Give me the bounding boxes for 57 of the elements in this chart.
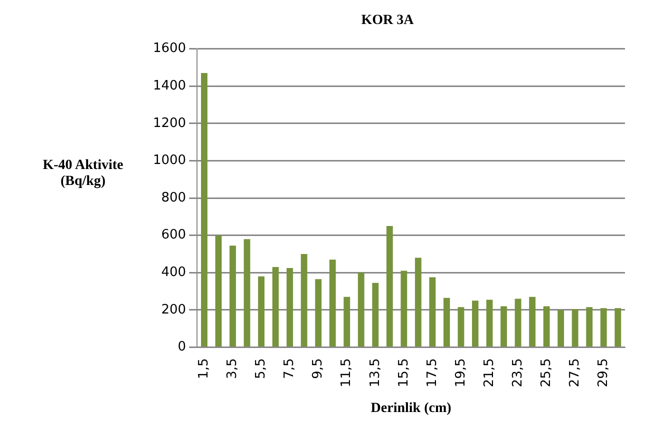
x-tick-label: 7,5 [282, 358, 298, 379]
bar [244, 239, 250, 347]
bar [215, 235, 222, 347]
bar [386, 226, 393, 347]
x-tick-label: 11,5 [339, 358, 354, 388]
y-tick-label: 800 [161, 190, 186, 206]
y-tick-label: 0 [178, 340, 186, 355]
x-tick-label: 9,5 [310, 358, 326, 379]
bar [586, 307, 593, 347]
bar [400, 270, 408, 347]
bar [230, 246, 236, 347]
bar [300, 254, 308, 347]
bar [329, 260, 336, 347]
bar [558, 310, 564, 347]
x-tick-label: 1,5 [196, 358, 212, 379]
bar [429, 277, 436, 347]
bar [358, 272, 364, 347]
y-tick-label: 1600 [152, 41, 186, 56]
bar [344, 296, 350, 347]
x-tick-label: 15,5 [396, 358, 412, 388]
x-tick-label: 25,5 [538, 358, 554, 388]
y-tick-label: 600 [161, 228, 186, 243]
bar [272, 267, 279, 347]
bar [372, 282, 379, 347]
bar [472, 300, 478, 347]
bar [514, 298, 522, 347]
x-tick-label: 19,5 [453, 358, 468, 388]
bar [315, 279, 322, 347]
x-tick-label: 21,5 [482, 358, 497, 388]
y-tick-label: 1400 [152, 78, 186, 94]
x-tick-label: 27,5 [567, 358, 582, 388]
bar [600, 308, 607, 347]
x-tick-label: 17,5 [424, 358, 440, 388]
bar [286, 268, 294, 347]
bar [543, 306, 550, 347]
x-tick-label: 23,5 [510, 358, 526, 388]
bar [486, 300, 493, 347]
x-tick-label: 3,5 [225, 358, 240, 379]
bar [201, 73, 208, 347]
x-tick-label: 5,5 [254, 358, 269, 379]
y-tick-label: 1200 [152, 116, 186, 131]
bar [572, 309, 578, 347]
bar [258, 276, 264, 347]
bar [529, 296, 536, 347]
x-axis-title: Derinlik (cm) [370, 401, 452, 416]
chart-title: KOR 3A [361, 13, 415, 28]
bar [458, 307, 464, 347]
bar [614, 308, 622, 347]
bar [500, 306, 507, 347]
y-tick-label: 1000 [152, 153, 186, 168]
y-tick-label: 400 [161, 265, 186, 280]
bar [414, 258, 422, 347]
y-axis-title: K-40 Aktivite (Bq/kg) [42, 158, 124, 190]
bar [443, 298, 450, 347]
x-tick-label: 29,5 [596, 358, 611, 388]
x-tick-label: 13,5 [368, 358, 383, 388]
y-tick-label: 200 [161, 302, 186, 318]
